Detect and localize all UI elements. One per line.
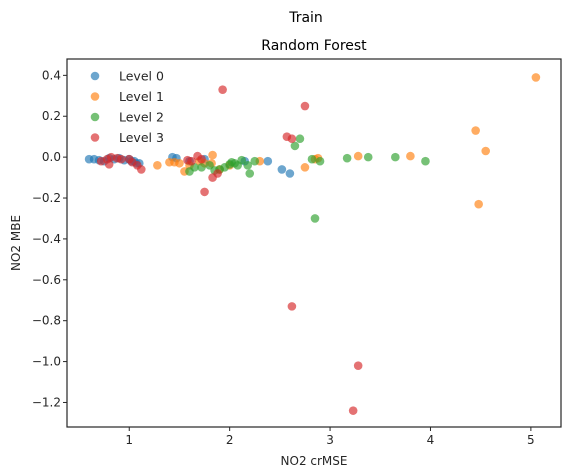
data-point-level-3 <box>300 101 310 111</box>
y-tick-label: 0.4 <box>42 68 61 82</box>
plot-area: Level 0 Level 1 Level 2 Level 3 <box>66 58 562 428</box>
data-point-level-1 <box>481 146 490 156</box>
legend-marker <box>90 133 100 142</box>
chart-title: Random Forest <box>261 38 367 54</box>
x-tick-label: 5 <box>527 433 535 447</box>
data-point-level-2 <box>245 169 255 178</box>
data-point-level-3 <box>287 302 297 311</box>
data-point-level-2 <box>315 156 325 166</box>
data-point-level-3 <box>218 85 227 94</box>
y-tick-label: −0.4 <box>32 232 61 246</box>
y-axis-label: NO2 MBE <box>9 215 23 271</box>
data-point-level-2 <box>295 134 305 144</box>
data-point-level-1 <box>175 158 184 168</box>
legend-marker <box>90 71 100 81</box>
legend: Level 0 Level 1 Level 2 Level 3 <box>90 69 164 145</box>
data-point-level-3 <box>213 169 222 178</box>
x-tick-label: 3 <box>326 433 334 447</box>
y-tick-label: −0.6 <box>32 273 61 287</box>
points-layer <box>84 73 541 415</box>
data-point-level-3 <box>116 154 126 164</box>
data-point-level-2 <box>391 152 400 162</box>
x-axis-ticks: 1 2 3 4 5 <box>125 427 535 447</box>
legend-marker <box>90 92 100 101</box>
data-point-level-3 <box>187 156 196 166</box>
data-point-level-1 <box>474 199 483 209</box>
data-point-level-3 <box>104 159 114 169</box>
data-point-level-1 <box>471 126 480 135</box>
data-point-level-1 <box>353 151 363 161</box>
data-point-level-3 <box>348 406 358 415</box>
x-tick-label: 4 <box>427 433 435 447</box>
data-point-level-3 <box>353 361 363 370</box>
data-point-level-2 <box>290 141 300 151</box>
data-point-level-2 <box>421 156 430 166</box>
data-point-level-0 <box>285 169 295 178</box>
legend-label: Level 1 <box>119 89 164 104</box>
data-point-level-0 <box>263 156 273 166</box>
data-point-level-1 <box>300 163 310 172</box>
legend-marker <box>90 112 100 122</box>
axes-frame <box>66 58 562 428</box>
data-point-level-2 <box>363 152 373 162</box>
data-point-level-1 <box>208 150 217 160</box>
x-tick-label: 2 <box>226 433 234 447</box>
data-point-level-2 <box>237 155 247 165</box>
data-point-level-2 <box>250 156 260 166</box>
legend-label: Level 0 <box>119 69 164 84</box>
y-tick-label: −0.2 <box>32 191 61 205</box>
data-point-level-2 <box>310 214 320 223</box>
y-tick-label: −1.0 <box>32 355 61 369</box>
y-tick-label: 0.0 <box>42 150 61 164</box>
data-point-level-1 <box>153 161 162 170</box>
data-point-level-2 <box>243 161 253 170</box>
data-point-level-2 <box>197 163 206 172</box>
x-axis-label: NO2 crMSE <box>281 454 348 468</box>
data-point-level-1 <box>531 73 541 82</box>
data-point-level-3 <box>287 134 297 144</box>
data-point-level-3 <box>197 154 206 164</box>
legend-label: Level 3 <box>119 130 164 145</box>
data-point-level-3 <box>137 165 146 174</box>
figure-suptitle: Train <box>288 10 323 26</box>
data-point-level-2 <box>307 154 317 164</box>
data-point-level-3 <box>200 187 209 197</box>
data-point-level-2 <box>342 153 352 163</box>
y-tick-label: 0.2 <box>42 109 61 123</box>
data-point-level-0 <box>277 165 287 174</box>
data-point-level-1 <box>406 151 415 161</box>
y-tick-label: −1.2 <box>32 395 61 409</box>
y-axis-ticks: 0.4 0.2 0.0 −0.2 −0.4 −0.6 −0.8 −1.0 −1.2 <box>32 68 67 409</box>
y-tick-label: −0.8 <box>32 314 61 328</box>
legend-label: Level 2 <box>119 110 164 125</box>
x-tick-label: 1 <box>125 433 133 447</box>
